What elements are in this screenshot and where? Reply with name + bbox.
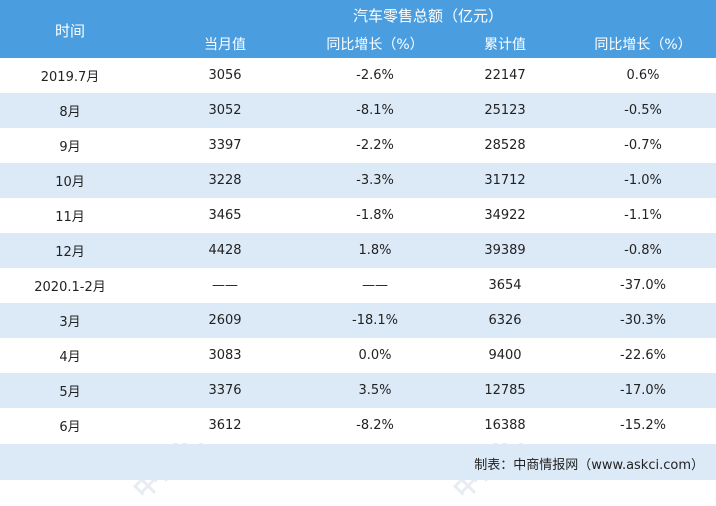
table-row: 8月 3052 -8.1% 25123 -0.5%: [0, 93, 716, 128]
table-row: 2020.1-2月 —— —— 3654 -37.0%: [0, 268, 716, 303]
cell-time: 10月: [0, 163, 140, 198]
cell-month-value: 3083: [140, 338, 310, 373]
cell-time: 9月: [0, 128, 140, 163]
cell-time: 12月: [0, 233, 140, 268]
cell-cumulative: 12785: [440, 373, 570, 408]
header-row-top: 时间 汽车零售总额（亿元）: [0, 0, 716, 58]
cell-cumulative: 3654: [440, 268, 570, 303]
retail-sales-table: 时间 汽车零售总额（亿元） 当月值 同比增长（%） 累计值 同比增长（%） 20…: [0, 0, 716, 443]
cell-yoy: -8.1%: [310, 93, 440, 128]
table-row: 2019.7月 3056 -2.6% 22147 0.6%: [0, 58, 716, 93]
cell-month-value: 2609: [140, 303, 310, 338]
cell-cumulative: 9400: [440, 338, 570, 373]
cell-yoy: ——: [310, 268, 440, 303]
cell-cumulative-yoy: -1.1%: [570, 198, 716, 233]
cell-cumulative: 16388: [440, 408, 570, 443]
cell-yoy: -1.8%: [310, 198, 440, 233]
cell-time: 5月: [0, 373, 140, 408]
cell-time: 6月: [0, 408, 140, 443]
cell-yoy: -2.2%: [310, 128, 440, 163]
cell-time: 4月: [0, 338, 140, 373]
cell-yoy: -3.3%: [310, 163, 440, 198]
cell-cumulative-yoy: -37.0%: [570, 268, 716, 303]
cell-cumulative-yoy: 0.6%: [570, 58, 716, 93]
cell-cumulative-yoy: -0.5%: [570, 93, 716, 128]
table-row: 5月 3376 3.5% 12785 -17.0%: [0, 373, 716, 408]
cell-month-value: ——: [140, 268, 310, 303]
cell-month-value: 4428: [140, 233, 310, 268]
cell-yoy: -18.1%: [310, 303, 440, 338]
table-row: 9月 3397 -2.2% 28528 -0.7%: [0, 128, 716, 163]
cell-cumulative: 25123: [440, 93, 570, 128]
cell-cumulative: 6326: [440, 303, 570, 338]
cell-cumulative: 22147: [440, 58, 570, 93]
header-month-value: 当月值: [140, 30, 310, 58]
cell-cumulative-yoy: -30.3%: [570, 303, 716, 338]
cell-cumulative-yoy: -22.6%: [570, 338, 716, 373]
cell-month-value: 3397: [140, 128, 310, 163]
cell-month-value: 3052: [140, 93, 310, 128]
header-cumulative-yoy: 同比增长（%）: [570, 30, 716, 58]
table-row: 4月 3083 0.0% 9400 -22.6%: [0, 338, 716, 373]
cell-month-value: 3056: [140, 58, 310, 93]
cell-cumulative-yoy: -0.7%: [570, 128, 716, 163]
cell-cumulative: 39389: [440, 233, 570, 268]
cell-cumulative: 34922: [440, 198, 570, 233]
cell-cumulative-yoy: -17.0%: [570, 373, 716, 408]
table-title: 汽车零售总额（亿元）: [140, 0, 716, 30]
cell-month-value: 3465: [140, 198, 310, 233]
footer-bar: 制表：中商情报网（www.askci.com）: [0, 444, 716, 480]
table-row: 3月 2609 -18.1% 6326 -30.3%: [0, 303, 716, 338]
header-time: 时间: [0, 0, 140, 58]
cell-cumulative-yoy: -1.0%: [570, 163, 716, 198]
table-body: 2019.7月 3056 -2.6% 22147 0.6% 8月 3052 -8.1% 2512…: [0, 58, 716, 443]
cell-cumulative: 28528: [440, 128, 570, 163]
cell-yoy: 3.5%: [310, 373, 440, 408]
cell-time: 8月: [0, 93, 140, 128]
cell-yoy: -8.2%: [310, 408, 440, 443]
cell-time: 11月: [0, 198, 140, 233]
cell-month-value: 3376: [140, 373, 310, 408]
table-row: 12月 4428 1.8% 39389 -0.8%: [0, 233, 716, 268]
cell-yoy: 1.8%: [310, 233, 440, 268]
header-yoy: 同比增长（%）: [310, 30, 440, 58]
cell-month-value: 3228: [140, 163, 310, 198]
source-note: 制表：中商情报网（www.askci.com）: [474, 458, 704, 473]
cell-cumulative-yoy: -15.2%: [570, 408, 716, 443]
cell-yoy: -2.6%: [310, 58, 440, 93]
cell-time: 2020.1-2月: [0, 268, 140, 303]
cell-yoy: 0.0%: [310, 338, 440, 373]
header-row-sub: 当月值 同比增长（%） 累计值 同比增长（%）: [0, 30, 716, 58]
cell-cumulative-yoy: -0.8%: [570, 233, 716, 268]
cell-time: 2019.7月: [0, 58, 140, 93]
table-row: 10月 3228 -3.3% 31712 -1.0%: [0, 163, 716, 198]
table-row: 6月 3612 -8.2% 16388 -15.2%: [0, 408, 716, 443]
header-cumulative: 累计值: [440, 30, 570, 58]
cell-time: 3月: [0, 303, 140, 338]
table-row: 11月 3465 -1.8% 34922 -1.1%: [0, 198, 716, 233]
cell-month-value: 3612: [140, 408, 310, 443]
cell-cumulative: 31712: [440, 163, 570, 198]
